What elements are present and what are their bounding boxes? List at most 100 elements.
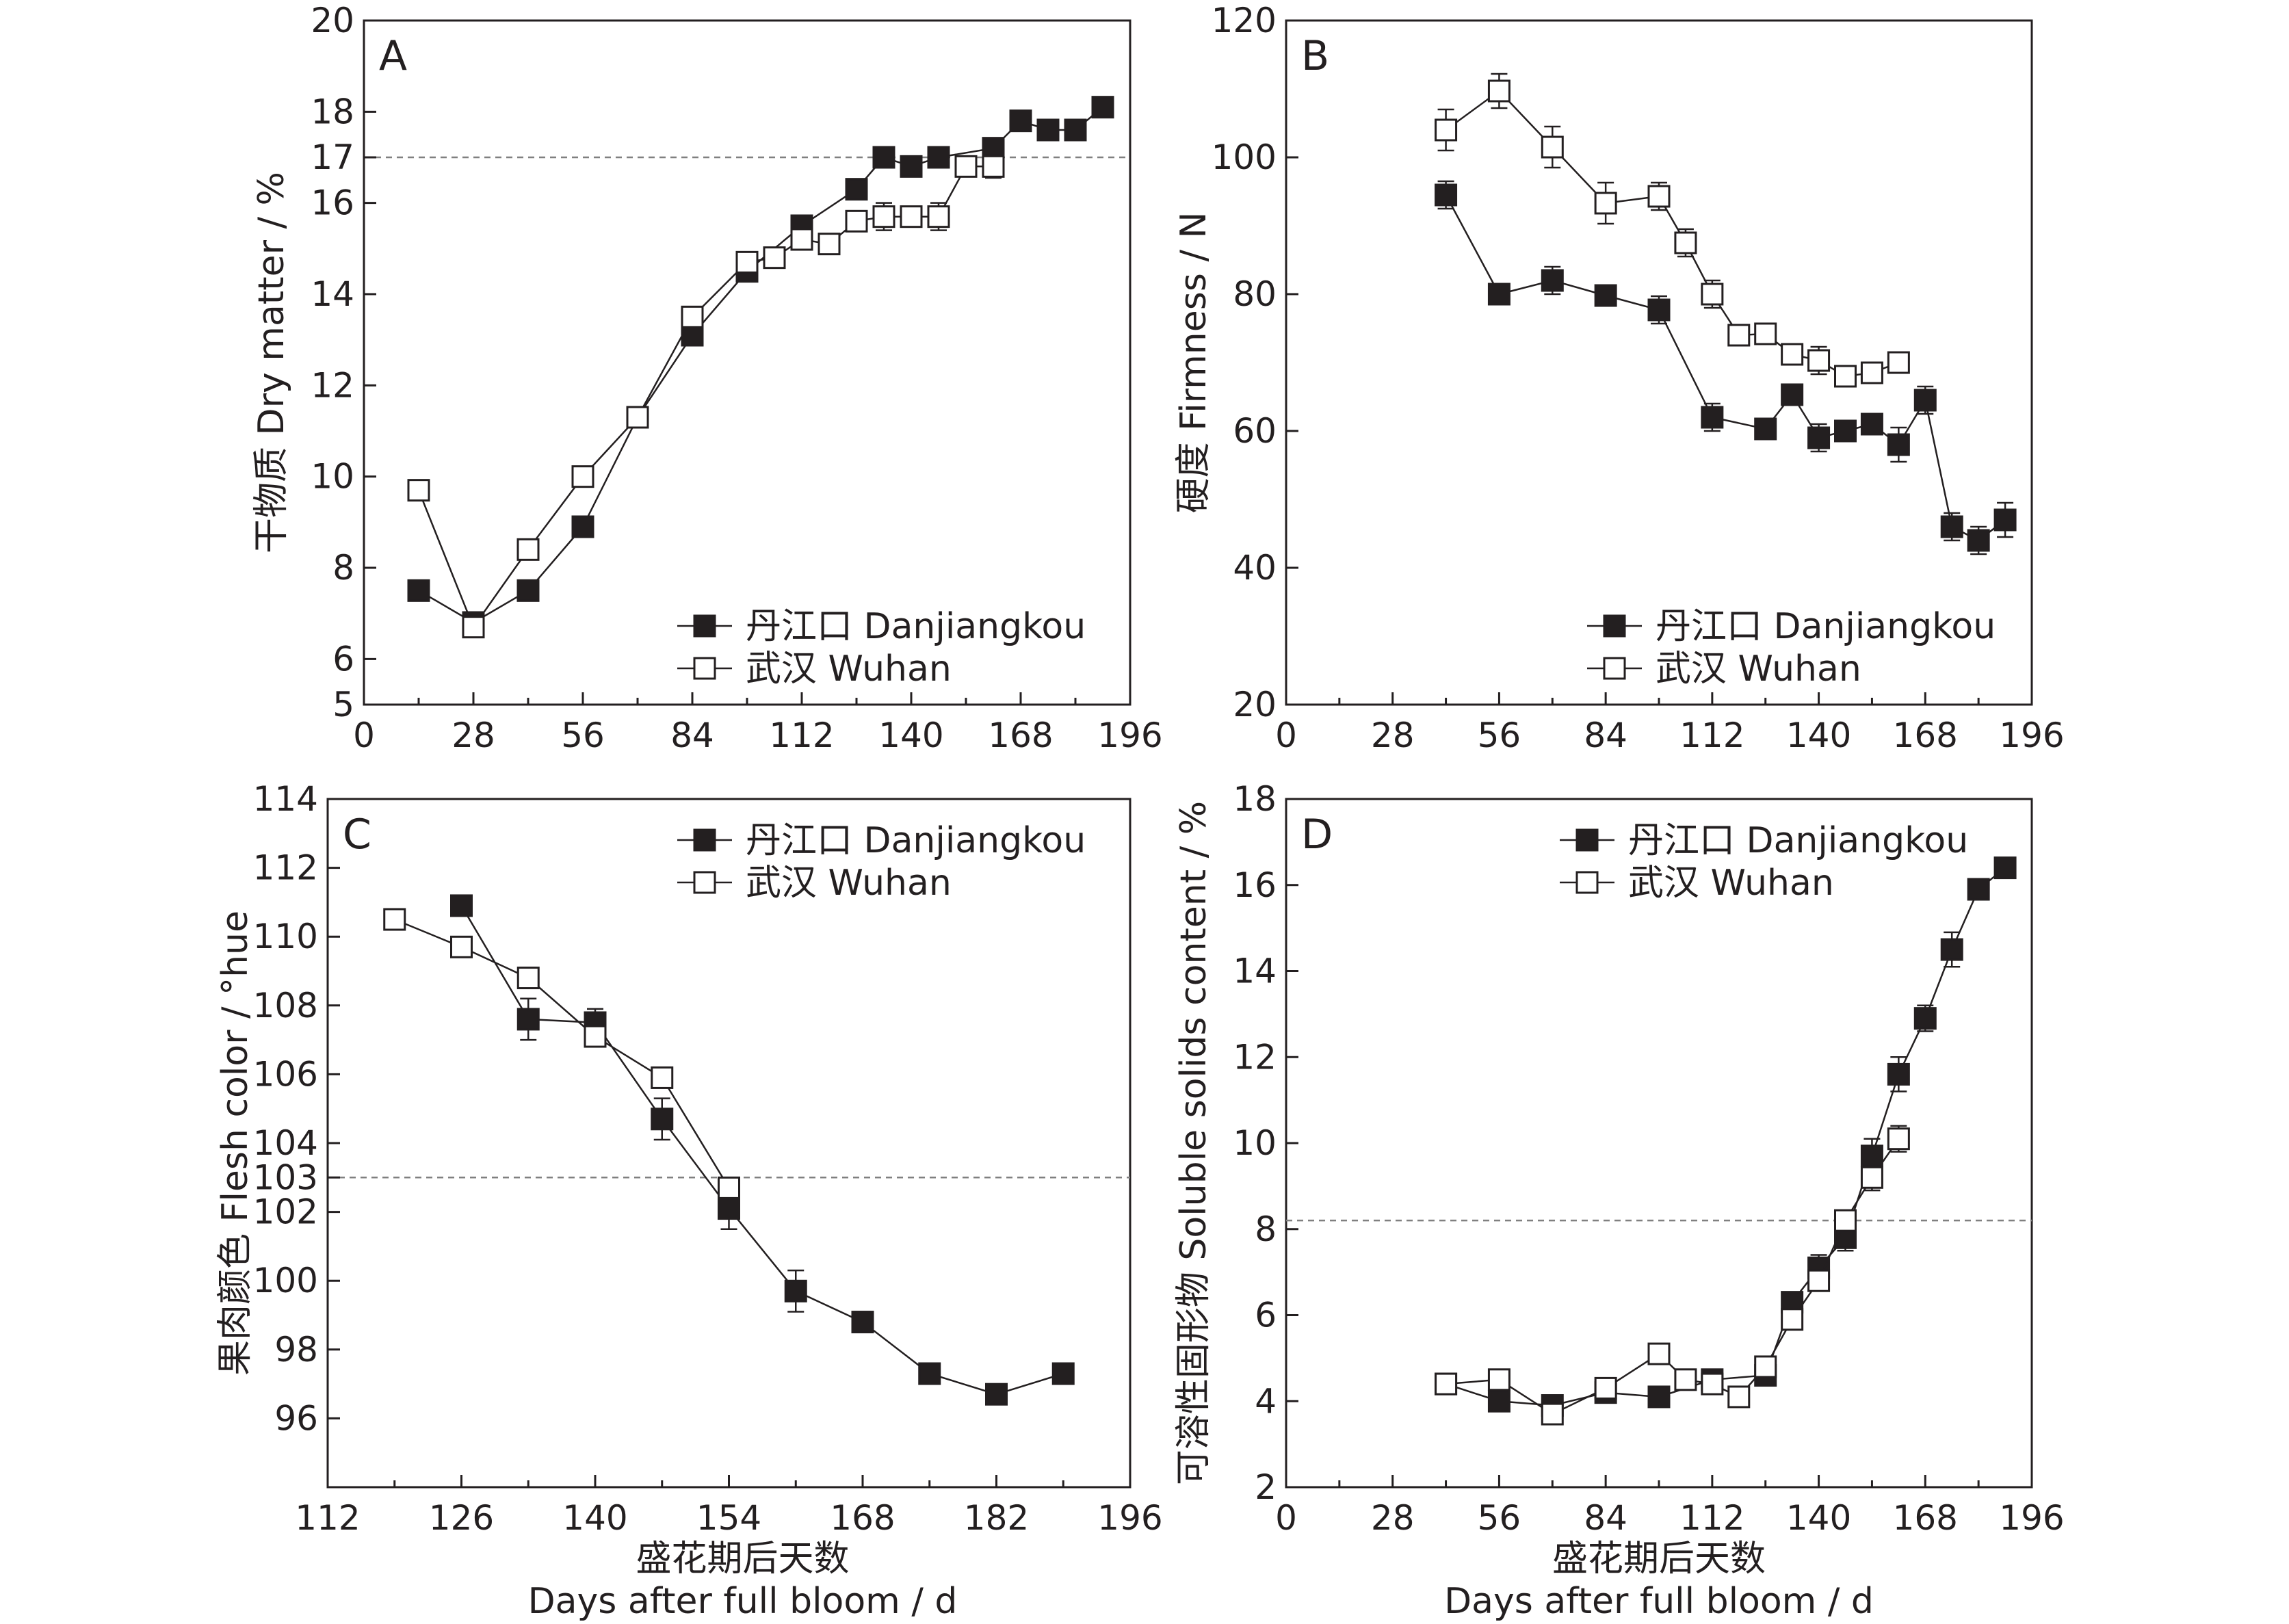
series-line <box>394 918 730 1189</box>
y-tick-label: 98 <box>274 1330 318 1370</box>
y-tick-label: 12 <box>1233 1037 1277 1077</box>
data-point <box>1754 322 1777 345</box>
data-point <box>1807 349 1831 372</box>
y-tick-label: 18 <box>311 92 354 131</box>
data-point <box>1647 298 1671 322</box>
y-axis-title: 可溶性固形物 Soluble solids content / % <box>1173 801 1214 1485</box>
legend-marker <box>1603 614 1626 638</box>
series-danjiangkou <box>407 96 1114 634</box>
data-point <box>1541 1402 1564 1426</box>
plot-frame <box>326 798 1132 1489</box>
data-point <box>1781 383 1804 406</box>
x-tick-label: 56 <box>1478 716 1521 755</box>
data-point <box>1701 406 1724 429</box>
legend-marker <box>693 828 716 852</box>
data-point <box>1487 283 1510 306</box>
y-tick-label: 102 <box>253 1192 318 1232</box>
data-point <box>516 967 540 990</box>
data-point <box>383 908 406 931</box>
x-tick-label: 112 <box>295 1498 360 1538</box>
plot-frame <box>1285 19 2033 706</box>
data-point <box>516 579 540 602</box>
y-axis-title: 硬度 Firmness / N <box>1173 212 1214 514</box>
y-tick-label: 20 <box>1233 685 1277 724</box>
x-tick-label: 84 <box>1584 1498 1627 1538</box>
series-danjiangkou <box>450 894 1075 1406</box>
y-tick-label: 103 <box>253 1157 318 1197</box>
data-point <box>1993 508 2017 532</box>
data-point <box>1754 1355 1777 1378</box>
data-point <box>718 1176 740 1199</box>
data-point <box>1754 417 1777 441</box>
legend-marker <box>1575 871 1599 894</box>
x-tick-label: 28 <box>1371 1498 1415 1538</box>
data-point <box>651 1108 674 1131</box>
x-tick-label: 168 <box>1893 716 1958 755</box>
x-tick-label: 154 <box>696 1498 761 1538</box>
y-tick-label: 4 <box>1255 1381 1277 1421</box>
y-tick-label: 8 <box>332 548 354 588</box>
legend-label: 武汉 Wuhan <box>746 863 952 904</box>
data-point <box>1940 938 1963 961</box>
data-point <box>1860 1166 1883 1189</box>
series-line <box>417 166 993 629</box>
y-tick-label: 40 <box>1233 548 1277 588</box>
x-axis-title-cn: 盛花期后天数 <box>636 1538 849 1580</box>
panel-d: 0 28 56 84 112 140 168 196 2 4 6 8 10 12 14 16 18 D 可溶性固形物… <box>1173 779 2065 1622</box>
data-point <box>1435 118 1458 142</box>
x-tick-label: 28 <box>1371 716 1415 755</box>
data-point <box>1091 96 1114 119</box>
y-tick-label: 16 <box>1233 865 1277 905</box>
data-point <box>681 305 704 328</box>
data-point <box>1887 433 1910 456</box>
y-tick-label: 80 <box>1233 274 1277 314</box>
x-tick-label: 168 <box>1893 1498 1958 1538</box>
y-tick-label: 8 <box>1255 1209 1277 1249</box>
y-tick-label: 100 <box>253 1261 318 1300</box>
series-wuhan <box>407 154 1005 639</box>
y-tick-label: 10 <box>311 457 354 497</box>
data-point <box>1009 109 1032 133</box>
data-point <box>1674 1368 1697 1391</box>
data-point <box>985 1383 1008 1406</box>
data-point <box>1594 284 1617 307</box>
legend-marker <box>693 657 716 680</box>
data-point <box>845 209 868 233</box>
data-point <box>626 406 649 429</box>
data-point <box>1834 365 1857 388</box>
panel-letter: A <box>379 32 407 80</box>
data-point <box>1701 283 1724 306</box>
data-point <box>872 146 895 169</box>
data-point <box>927 146 950 169</box>
data-point <box>1674 231 1697 254</box>
x-tick-label: 0 <box>1275 1498 1297 1538</box>
data-point <box>1887 351 1910 374</box>
y-tick-label: 114 <box>253 779 318 819</box>
legend-label: 丹江口 Danjiangkou <box>1628 820 1968 861</box>
data-point <box>584 1025 607 1048</box>
legend-marker <box>1603 657 1626 680</box>
panel-letter: C <box>343 811 371 859</box>
data-point <box>462 616 485 639</box>
panel-letter: B <box>1301 32 1329 80</box>
series-wuhan <box>1435 73 1910 388</box>
data-point <box>818 233 841 256</box>
data-point <box>1541 135 1564 159</box>
x-tick-label: 28 <box>452 716 495 755</box>
y-tick-label: 5 <box>332 685 354 724</box>
data-point <box>1913 1007 1937 1030</box>
y-tick-label: 12 <box>311 365 354 405</box>
data-point <box>516 1008 540 1031</box>
data-point <box>450 894 473 917</box>
y-tick-label: 108 <box>253 986 318 1025</box>
x-tick-label: 182 <box>964 1498 1029 1538</box>
data-point <box>900 205 923 228</box>
data-point <box>516 538 540 561</box>
y-tick-label: 110 <box>253 917 318 956</box>
x-tick-label: 140 <box>1786 716 1851 755</box>
data-point <box>1993 856 2017 880</box>
y-tick-label: 16 <box>311 183 354 223</box>
data-point <box>784 1279 807 1302</box>
